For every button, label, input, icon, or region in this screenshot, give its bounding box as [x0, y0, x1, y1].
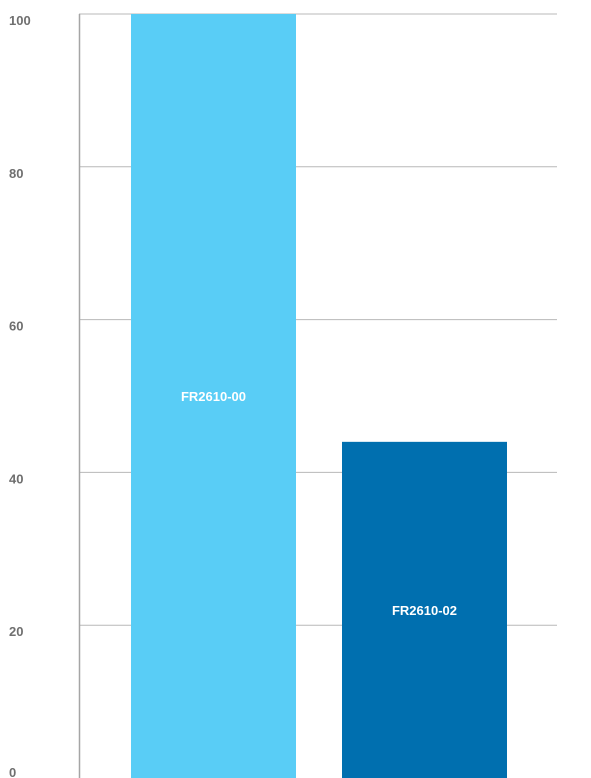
bar-label-fr2610-00: FR2610-00	[181, 389, 246, 404]
bar-labels: FR2610-00 FR2610-02	[181, 389, 457, 618]
y-tick-label-0: 0	[9, 765, 16, 778]
y-tick-label-20: 20	[9, 624, 23, 639]
y-tick-label-40: 40	[9, 471, 23, 486]
bars	[131, 14, 507, 778]
bar-fr2610-00	[131, 14, 296, 778]
y-tick-label-100: 100	[9, 13, 31, 28]
y-tick-label-80: 80	[9, 166, 23, 181]
y-tick-labels: 0 20 40 60 80 100	[9, 13, 31, 778]
bar-label-fr2610-02: FR2610-02	[392, 603, 457, 618]
y-tick-label-60: 60	[9, 319, 23, 334]
bar-fr2610-02	[342, 441, 507, 778]
